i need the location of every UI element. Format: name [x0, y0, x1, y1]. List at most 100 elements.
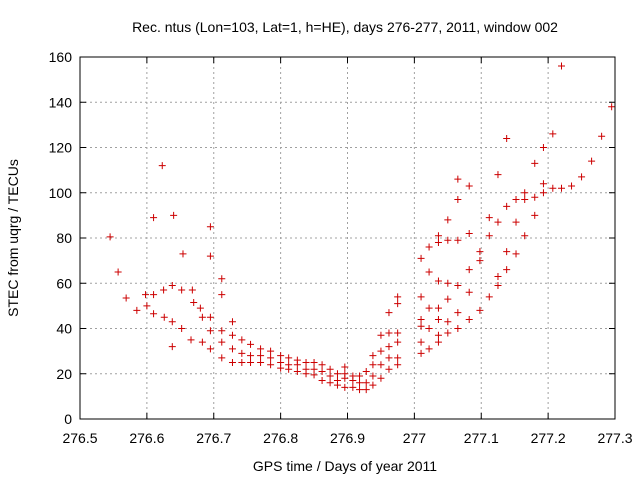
data-point	[476, 257, 484, 265]
x-tick-label: 277.2	[531, 430, 566, 446]
data-point	[434, 315, 442, 323]
data-point	[326, 379, 334, 387]
data-point	[341, 383, 349, 391]
data-point	[434, 277, 442, 285]
data-point	[444, 279, 452, 287]
data-point	[425, 325, 433, 332]
data-point	[425, 345, 433, 353]
data-point	[218, 354, 226, 362]
data-point	[143, 302, 151, 310]
data-point	[369, 381, 377, 389]
data-point	[318, 361, 326, 369]
data-point	[434, 338, 442, 346]
data-point	[417, 322, 425, 330]
y-tick-label: 160	[49, 49, 73, 65]
data-point	[503, 202, 511, 210]
data-point	[206, 313, 214, 321]
data-point	[160, 313, 168, 321]
data-point	[362, 379, 370, 387]
data-point	[385, 365, 393, 373]
data-point	[394, 354, 402, 362]
data-point	[578, 173, 586, 181]
data-point	[521, 232, 529, 240]
data-point	[206, 223, 214, 231]
data-point	[465, 229, 473, 237]
data-point	[238, 349, 246, 357]
data-point	[277, 364, 285, 372]
data-point	[318, 377, 326, 385]
data-point	[170, 211, 178, 219]
y-tick-label: 40	[56, 321, 72, 337]
data-point	[206, 252, 214, 260]
data-point	[531, 159, 539, 167]
data-point	[377, 374, 385, 382]
data-point	[310, 358, 318, 366]
data-point	[188, 286, 196, 294]
data-point	[356, 372, 364, 380]
data-point	[168, 318, 176, 326]
data-point	[476, 306, 484, 314]
data-point	[341, 363, 349, 371]
data-point	[454, 236, 462, 244]
data-point	[485, 232, 493, 240]
data-point	[228, 358, 236, 366]
x-tick-label: 276.5	[62, 430, 97, 446]
x-tick-label: 276.9	[330, 430, 365, 446]
data-point	[198, 313, 206, 321]
data-point	[494, 218, 502, 226]
y-tick-label: 140	[49, 94, 73, 110]
data-point	[394, 329, 402, 337]
y-tick-label: 80	[56, 230, 72, 246]
data-point	[494, 171, 502, 179]
y-tick-label: 20	[56, 366, 72, 382]
data-point	[417, 315, 425, 323]
data-point	[444, 216, 452, 224]
data-point	[318, 367, 326, 375]
data-point	[417, 349, 425, 357]
data-point	[228, 331, 236, 339]
data-point	[150, 214, 158, 222]
data-point	[179, 250, 187, 258]
data-point	[247, 358, 255, 366]
data-point	[218, 275, 226, 283]
data-point	[454, 325, 462, 332]
data-point	[434, 304, 442, 312]
data-point	[310, 371, 318, 379]
data-point	[206, 345, 214, 353]
x-axis-label: GPS time / Days of year 2011	[253, 458, 437, 474]
data-point	[531, 193, 539, 201]
data-point	[434, 331, 442, 339]
data-point	[190, 298, 198, 306]
data-point	[454, 175, 462, 183]
data-point	[377, 347, 385, 355]
y-tick-label: 60	[56, 275, 72, 291]
data-point	[277, 352, 285, 360]
data-point	[333, 370, 341, 378]
data-point	[267, 361, 275, 369]
grid-lines	[80, 57, 615, 419]
data-point	[512, 218, 520, 226]
data-point	[257, 352, 265, 360]
data-point	[326, 365, 334, 373]
data-point	[394, 293, 402, 301]
data-point	[257, 358, 265, 366]
data-point	[150, 310, 158, 318]
data-point	[285, 354, 293, 362]
data-point	[444, 295, 452, 303]
y-tick-label: 120	[49, 140, 73, 156]
data-point	[122, 294, 130, 302]
data-point	[425, 268, 433, 276]
data-point	[485, 293, 493, 301]
data-point	[362, 367, 370, 375]
x-tick-label: 276.7	[196, 430, 231, 446]
data-point	[333, 381, 341, 389]
data-point	[465, 315, 473, 323]
data-point	[425, 243, 433, 251]
data-point	[454, 282, 462, 290]
data-point	[356, 379, 364, 387]
data-point	[228, 345, 236, 353]
data-point	[549, 130, 557, 138]
data-point	[218, 327, 226, 335]
data-point	[133, 306, 141, 314]
